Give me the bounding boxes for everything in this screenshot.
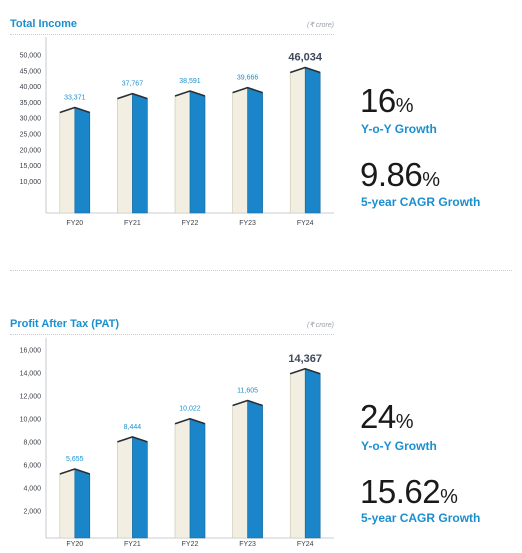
bar-value-label: 39,666 — [237, 75, 259, 82]
kpi-yoy-percent: % — [395, 411, 414, 433]
kpi-yoy: 24% — [360, 400, 414, 434]
y-tick-label: 2,000 — [23, 509, 41, 516]
y-tick-label: 6,000 — [23, 463, 41, 470]
x-tick-label: FY20 — [66, 220, 83, 227]
y-tick-label: 40,000 — [20, 84, 42, 91]
x-tick-label: FY23 — [239, 541, 256, 548]
y-tick-label: 50,000 — [20, 53, 42, 60]
bar-value-label: 8,444 — [124, 424, 142, 431]
y-tick-label: 45,000 — [20, 68, 42, 75]
bar-fy20 — [59, 106, 91, 214]
bar-fy23 — [232, 86, 263, 214]
x-tick-label: FY24 — [297, 541, 314, 548]
bar-value-label: 14,367 — [288, 353, 322, 365]
y-tick-label: 35,000 — [20, 100, 42, 107]
section-divider — [10, 270, 512, 271]
x-tick-label: FY22 — [182, 541, 199, 548]
y-tick-label: 14,000 — [20, 371, 42, 378]
pat-chart: 2,000 4,000 6,000 8,000 10,000 12,000 14,000 16… — [20, 338, 334, 548]
total-income-panel: Total Income (₹ crore) 10,000 15,000 20,00… — [0, 0, 522, 270]
bar-fy20 — [59, 468, 91, 539]
bar-fy21 — [117, 436, 148, 539]
pat-panel: Profit After Tax (PAT) (₹ crore) 2,000 4,… — [0, 312, 522, 553]
y-tick-label: 10,000 — [20, 417, 42, 424]
bar-value-label: 38,591 — [179, 78, 201, 85]
bar-fy23 — [232, 399, 263, 539]
kpi-cagr-label: 5-year CAGR Growth — [361, 195, 481, 209]
x-tick-label: FY20 — [66, 541, 83, 548]
title-rule — [10, 34, 334, 35]
y-tick-label: 16,000 — [20, 348, 42, 355]
kpi-yoy: 16% — [360, 84, 414, 118]
unit-note: (₹ crore) — [306, 322, 334, 329]
kpi-yoy-value: 16 — [360, 82, 396, 119]
kpi-cagr-value: 9.86 — [360, 156, 423, 193]
y-tick-label: 8,000 — [23, 440, 41, 447]
kpi-yoy-value: 24 — [360, 398, 396, 435]
x-tick-label: FY22 — [182, 220, 199, 227]
chart-title: Profit After Tax (PAT) — [10, 318, 119, 330]
kpi-yoy-percent: % — [395, 95, 414, 117]
bar-value-label: 33,371 — [64, 95, 86, 102]
y-tick-label: 30,000 — [20, 116, 42, 123]
kpi-yoy-label: Y-o-Y Growth — [361, 122, 437, 136]
x-tick-label: FY23 — [239, 220, 256, 227]
bar-fy24 — [289, 367, 321, 539]
kpi-cagr-label: 5-year CAGR Growth — [361, 511, 481, 525]
bar-value-label: 46,034 — [288, 52, 323, 64]
kpi-cagr-value: 15.62 — [360, 473, 441, 510]
bar-fy22 — [174, 90, 206, 214]
bar-fy21 — [117, 92, 148, 214]
bar-value-label: 10,022 — [179, 406, 201, 413]
y-tick-label: 15,000 — [20, 163, 42, 170]
bar-value-label: 5,655 — [66, 456, 84, 463]
unit-note: (₹ crore) — [306, 22, 334, 29]
x-tick-label: FY21 — [124, 220, 141, 227]
kpi-yoy-label: Y-o-Y Growth — [361, 439, 437, 453]
title-rule — [10, 334, 334, 335]
chart-title: Total Income — [10, 18, 78, 30]
bar-fy22 — [174, 417, 206, 539]
y-tick-label: 4,000 — [23, 486, 41, 493]
bar-value-label: 37,767 — [122, 81, 144, 88]
y-tick-label: 10,000 — [20, 179, 42, 186]
kpi-cagr-percent: % — [440, 486, 458, 508]
y-tick-label: 25,000 — [20, 132, 42, 139]
bar-fy24 — [289, 66, 321, 214]
x-tick-label: FY21 — [124, 541, 141, 548]
y-tick-label: 20,000 — [20, 147, 42, 154]
kpi-cagr: 9.86% — [360, 158, 440, 192]
total-income-chart: 10,000 15,000 20,000 25,000 30,000 35,000 40,0… — [20, 37, 334, 227]
y-tick-label: 12,000 — [20, 394, 42, 401]
bar-value-label: 11,605 — [237, 388, 258, 395]
kpi-cagr: 15.62% — [360, 475, 458, 509]
x-tick-label: FY24 — [297, 220, 314, 227]
kpi-cagr-percent: % — [422, 169, 441, 191]
